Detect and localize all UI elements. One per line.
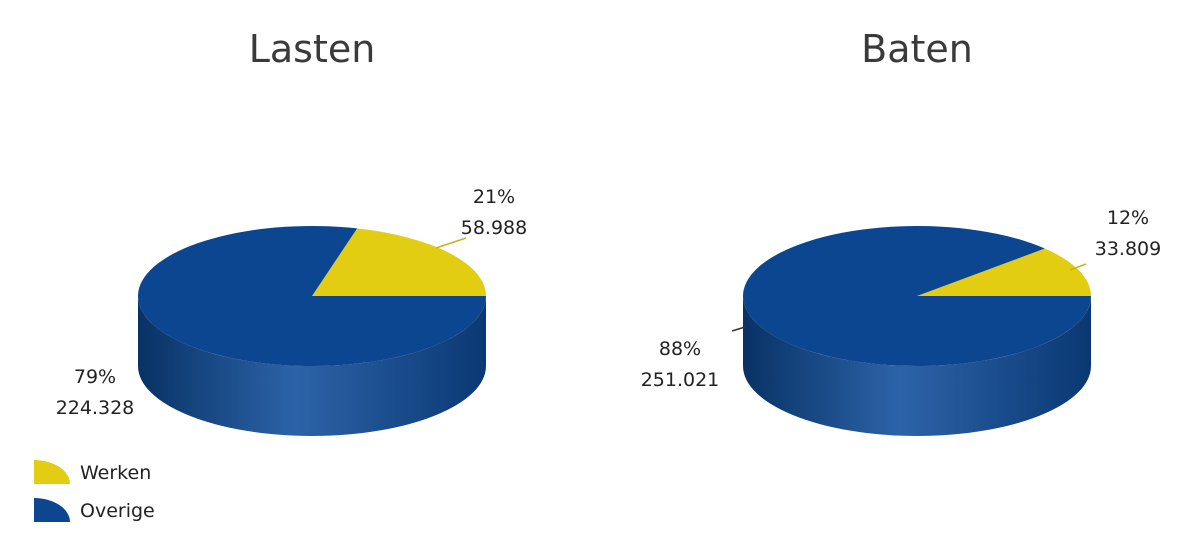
slice-value-label: 58.988 [461,217,527,239]
legend-swatch [34,460,70,484]
slice-percent-label: 12% [1107,207,1149,229]
legend-swatch [34,498,70,522]
slice-value-label: 33.809 [1095,238,1161,260]
chart-layer: Lasten 21% 58.988 79% 224.328 Baten 12% 33.809 8… [34,27,1161,522]
slice-percent-label: 88% [659,338,701,360]
slice-percent-label: 21% [473,186,515,208]
chart-title: Baten [861,27,973,71]
pie-slice-overige [743,225,1091,366]
legend-label: Overige [80,500,155,522]
pie-slice-overige [137,226,486,367]
slice-percent-label: 79% [74,366,116,388]
pie-side-wall [743,296,1091,436]
slice-value-label: 251.021 [641,369,720,391]
legend: Werken Overige [34,460,155,522]
leader-line [731,326,746,332]
pie-chart-lasten: Lasten 21% 58.988 79% 224.328 [56,27,527,436]
legend-label: Werken [80,462,151,484]
leader-line [435,237,467,249]
chart-title: Lasten [249,27,376,71]
pie-chart-baten: Baten 12% 33.809 88% 251.021 [641,27,1161,436]
slice-value-label: 224.328 [56,397,135,419]
leader-line [1069,263,1087,271]
pie-slice-werken [312,228,486,296]
pie-slice-werken [917,248,1091,296]
